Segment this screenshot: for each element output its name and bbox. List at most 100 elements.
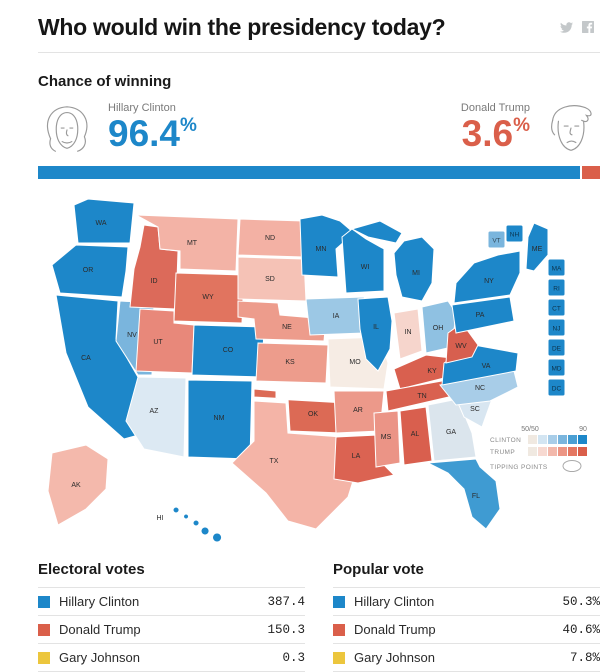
trump-candidate: Donald Trump 3.6%	[461, 100, 600, 158]
state-label-MA: MA	[552, 266, 562, 273]
state-label-OK: OK	[308, 411, 318, 418]
candidate-name: Gary Johnson	[59, 650, 140, 665]
state-MS[interactable]	[373, 410, 401, 468]
legend-clinton-swatch	[528, 435, 537, 444]
state-VT[interactable]	[487, 230, 506, 249]
state-label-OR: OR	[83, 267, 94, 274]
electoral-votes-table: Electoral votes Hillary Clinton 387.4 Dona…	[38, 561, 305, 672]
candidate-color-swatch	[333, 595, 345, 608]
candidate-name: Hillary Clinton	[354, 594, 435, 609]
table-row: Gary Johnson 0.3	[38, 643, 305, 671]
state-AZ[interactable]	[125, 376, 187, 458]
clinton-portrait	[38, 100, 96, 158]
candidate-value: 150.3	[267, 622, 305, 637]
state-label-SD: SD	[265, 276, 275, 283]
clinton-pct-value: 96.4	[108, 113, 181, 154]
clinton-bar-segment	[38, 166, 580, 179]
state-label-AZ: AZ	[150, 408, 160, 415]
state-IL[interactable]	[357, 296, 393, 372]
state-label-VT: VT	[492, 238, 500, 245]
state-HI[interactable]	[172, 506, 223, 543]
table-row: Donald Trump 150.3	[38, 615, 305, 643]
state-OR[interactable]	[51, 244, 129, 298]
state-WA[interactable]	[73, 198, 135, 244]
state-DC[interactable]	[547, 378, 566, 397]
title-divider	[38, 52, 600, 53]
state-label-PA: PA	[476, 312, 485, 319]
state-label-MI: MI	[412, 270, 420, 277]
state-MD[interactable]	[547, 358, 566, 377]
state-FL[interactable]	[426, 458, 501, 530]
electoral-votes-title: Electoral votes	[38, 561, 145, 578]
state-label-NH: NH	[510, 232, 520, 239]
state-IN[interactable]	[393, 308, 423, 360]
candidate-value: 50.3%	[562, 594, 600, 609]
legend-trump-swatch	[548, 447, 557, 456]
legend-clinton-swatch	[538, 435, 547, 444]
state-label-HI: HI	[157, 515, 164, 522]
state-CT[interactable]	[547, 298, 566, 317]
state-label-WV: WV	[455, 343, 467, 350]
state-label-ID: ID	[151, 278, 158, 285]
state-label-NC: NC	[475, 385, 485, 392]
facebook-icon[interactable]	[582, 21, 594, 34]
legend-trump-swatch	[538, 447, 547, 456]
state-RI[interactable]	[547, 278, 566, 297]
trump-bar-segment	[581, 166, 600, 179]
state-label-CO: CO	[223, 347, 234, 354]
header: Who would win the presidency today?	[0, 0, 608, 41]
legend-5050-label: 50/50	[521, 426, 539, 433]
twitter-icon[interactable]	[560, 21, 574, 34]
state-label-WI: WI	[361, 264, 370, 271]
legend-trump-swatch	[558, 447, 567, 456]
chance-of-winning-section: Chance of winning Hillary Clinton 96.4%	[0, 53, 608, 179]
state-label-RI: RI	[553, 286, 560, 293]
trump-portrait	[542, 100, 600, 158]
legend-clinton-swatch	[558, 435, 567, 444]
candidate-name: Hillary Clinton	[59, 594, 140, 609]
win-probability-bar	[38, 166, 600, 179]
state-label-CA: CA	[81, 355, 91, 362]
table-row: Hillary Clinton 50.3%	[333, 587, 600, 615]
popular-vote-table: Popular vote Hillary Clinton 50.3% Donald …	[333, 561, 600, 672]
us-states-map: WA OR CA NV ID MT WY UT AZ NM CO ND SD NE KS OK TX MN IA MO…	[47, 198, 587, 543]
state-WY[interactable]	[173, 272, 245, 324]
state-MA[interactable]	[547, 258, 566, 277]
state-label-KY: KY	[427, 368, 437, 375]
candidate-name: Gary Johnson	[354, 650, 435, 665]
state-label-NM: NM	[214, 415, 225, 422]
state-AL[interactable]	[399, 406, 433, 466]
state-MI[interactable]	[350, 220, 435, 302]
candidate-value: 387.4	[267, 594, 305, 609]
table-row: Hillary Clinton 387.4	[38, 587, 305, 615]
state-AK[interactable]	[47, 444, 109, 526]
state-MT[interactable]	[135, 214, 239, 272]
state-NE[interactable]	[237, 300, 327, 342]
state-ME[interactable]	[525, 222, 549, 272]
state-label-NJ: NJ	[553, 326, 561, 333]
state-label-WY: WY	[202, 294, 214, 301]
state-label-OH: OH	[433, 325, 444, 332]
legend-trump-label: TRUMP	[490, 449, 515, 456]
state-label-ME: ME	[532, 246, 543, 253]
state-NH[interactable]	[505, 224, 524, 243]
state-TX[interactable]	[231, 400, 359, 530]
legend-clinton-label: CLINTON	[490, 437, 521, 444]
state-PA[interactable]	[451, 296, 515, 334]
candidate-color-swatch	[38, 623, 50, 636]
legend-trump-swatch	[568, 447, 577, 456]
trump-win-probability: 3.6%	[461, 115, 530, 152]
legend-clinton-swatch	[578, 435, 587, 444]
state-label-AR: AR	[353, 407, 363, 414]
state-NY[interactable]	[453, 250, 521, 304]
state-KS[interactable]	[255, 342, 329, 384]
state-DE[interactable]	[547, 338, 566, 357]
state-label-VA: VA	[482, 363, 491, 370]
state-label-LA: LA	[352, 453, 361, 460]
state-label-ND: ND	[265, 235, 275, 242]
state-NJ[interactable]	[547, 318, 566, 337]
trump-pct-value: 3.6	[461, 113, 514, 154]
tipping-point-marker	[562, 460, 582, 472]
legend-clinton-swatch	[568, 435, 577, 444]
trump-name: Donald Trump	[460, 102, 530, 114]
